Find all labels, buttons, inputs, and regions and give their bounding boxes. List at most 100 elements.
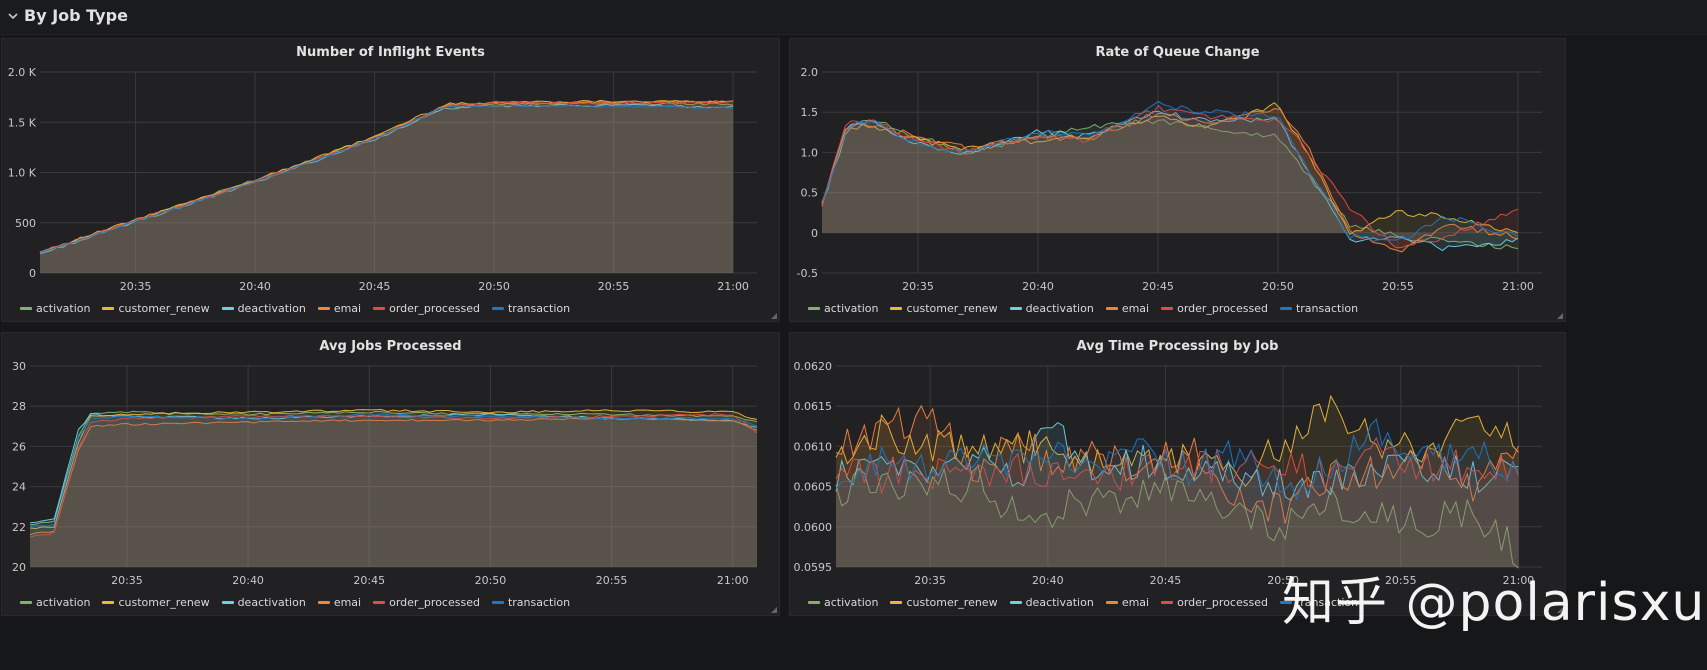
y-tick-label: 2.0 K [8, 66, 37, 79]
panel-title[interactable]: Rate of Queue Change [1095, 45, 1260, 60]
legend-label: activation [36, 301, 91, 315]
panel-title[interactable]: Avg Jobs Processed [319, 339, 462, 354]
legend-swatch [20, 306, 32, 310]
series-area-activation [836, 465, 1519, 569]
legend-label: deactivation [237, 301, 306, 315]
y-tick-label: 500 [15, 217, 36, 230]
panel-avg-time[interactable]: Avg Time Processing by Job 0.0595 0.0600 0… [789, 332, 1566, 616]
series-area-emai [40, 100, 734, 273]
legend-label: transaction [507, 301, 571, 315]
y-tick-label: 24 [12, 481, 26, 494]
resize-handle-icon[interactable] [771, 313, 777, 319]
series-area-order_processed [836, 437, 1519, 567]
panel-inflight-events[interactable]: Number of Inflight Events 0 500 1.0 K 1.5 K… [1, 38, 780, 322]
legend-swatch [373, 600, 386, 604]
x-tick-label: 21:00 [717, 574, 749, 587]
series-line-customer_renew [29, 408, 758, 530]
legend-item-transaction[interactable]: transaction [491, 301, 571, 315]
series-line-deactivation [821, 110, 1519, 252]
legend-swatch [221, 306, 234, 310]
panel-title[interactable]: Number of Inflight Events [296, 45, 485, 60]
series-line-emai [821, 108, 1519, 253]
legend-swatch [1279, 306, 1292, 310]
y-tick-label: 2.0 [801, 66, 819, 79]
series-line-order_processed [821, 104, 1519, 249]
legend-item-order_processed[interactable]: order_processed [1161, 302, 1268, 315]
row-header[interactable]: By Job Type [0, 0, 1707, 35]
legend-item-customer_renew[interactable]: customer_renew [102, 596, 210, 609]
x-tick-label: 20:40 [232, 574, 264, 587]
series-area-emai [30, 417, 757, 567]
resize-handle-icon[interactable] [1557, 313, 1563, 319]
series-area-customer_renew [822, 102, 1518, 235]
legend-swatch [373, 306, 386, 310]
x-tick-label: 20:55 [1385, 574, 1417, 587]
legend-item-deactivation[interactable]: deactivation [1009, 302, 1094, 315]
legend-item-customer_renew[interactable]: customer_renew [102, 302, 210, 315]
resize-handle-icon[interactable] [1557, 607, 1563, 613]
legend-item-emai[interactable]: emai [1105, 302, 1149, 315]
legend-item-transaction[interactable]: transaction [1279, 596, 1358, 609]
y-tick-label: 1.5 K [8, 116, 37, 129]
series-area-deactivation [30, 413, 757, 567]
legend-swatch [1009, 306, 1022, 310]
legend-swatch [808, 306, 820, 310]
legend-item-order_processed[interactable]: order_processed [373, 596, 480, 609]
legend-item-deactivation[interactable]: deactivation [221, 301, 306, 315]
x-tick-label: 20:50 [1262, 280, 1294, 293]
legend-item-order_processed[interactable]: order_processed [373, 302, 480, 315]
legend-label: order_processed [389, 595, 480, 609]
legend-swatch [1105, 600, 1118, 604]
legend-item-activation[interactable]: activation [20, 302, 90, 315]
legend-swatch [890, 600, 903, 604]
x-tick-label: 21:00 [1502, 280, 1534, 293]
series-area-activation [40, 102, 734, 273]
panel-avg-jobs[interactable]: Avg Jobs Processed 20 22 24 26 28 30 20:35 20:4… [1, 332, 780, 616]
legend-label: emai [1121, 595, 1150, 609]
series-area-deactivation [822, 111, 1518, 251]
legend-item-activation[interactable]: activation [808, 596, 878, 609]
legend-item-transaction[interactable]: transaction [1279, 301, 1359, 315]
panel-title[interactable]: Avg Time Processing by Job [1076, 339, 1279, 354]
series-line-customer_renew [821, 102, 1519, 236]
y-tick-label: -0.5 [797, 267, 818, 280]
series-line-activation [29, 410, 758, 526]
y-tick-label: 0.0605 [794, 481, 833, 494]
series-line-emai [29, 416, 758, 536]
legend-item-customer_renew[interactable]: customer_renew [890, 302, 998, 315]
series-line-activation [835, 464, 1519, 569]
legend-item-emai[interactable]: emai [1105, 595, 1150, 609]
legend-label: order_processed [389, 301, 480, 315]
y-tick-label: 22 [12, 521, 26, 534]
series-line-customer_renew [835, 394, 1519, 487]
legend-label: activation [36, 595, 91, 609]
legend-swatch [808, 600, 820, 604]
resize-handle-icon[interactable] [771, 607, 777, 613]
legend-item-emai[interactable]: emai [317, 596, 361, 609]
legend-item-deactivation[interactable]: deactivation [1009, 595, 1094, 609]
legend-swatch [1161, 306, 1174, 310]
legend-item-order_processed[interactable]: order_processed [1161, 596, 1268, 609]
panel-queue-change[interactable]: Rate of Queue Change -0.5 0 0.5 1.0 1.5 2.0 20… [789, 38, 1566, 322]
x-tick-label: 20:40 [1032, 574, 1064, 587]
legend-item-deactivation[interactable]: deactivation [221, 596, 306, 609]
legend-swatch [317, 600, 330, 604]
legend-label: deactivation [1025, 595, 1094, 609]
legend: activation customer_renew deactivation emai… [20, 299, 582, 317]
legend-swatch [317, 306, 330, 310]
legend-item-emai[interactable]: emai [317, 302, 361, 315]
legend-item-transaction[interactable]: transaction [491, 596, 570, 609]
legend-label: transaction [1295, 301, 1359, 315]
chevron-down-icon[interactable] [6, 9, 20, 23]
y-tick-label: 30 [12, 360, 26, 373]
series-line-transaction [835, 418, 1519, 501]
legend-item-activation[interactable]: activation [20, 596, 90, 609]
series-area-customer_renew [40, 100, 734, 274]
legend-swatch [20, 600, 32, 604]
series-area-activation [822, 119, 1518, 249]
legend-item-customer_renew[interactable]: customer_renew [890, 596, 998, 609]
series-area-order_processed [40, 101, 734, 273]
legend: activation customer_renew deactivation emai… [808, 299, 1370, 317]
legend: activation customer_renew deactivation emai… [808, 593, 1370, 611]
legend-item-activation[interactable]: activation [808, 302, 878, 315]
